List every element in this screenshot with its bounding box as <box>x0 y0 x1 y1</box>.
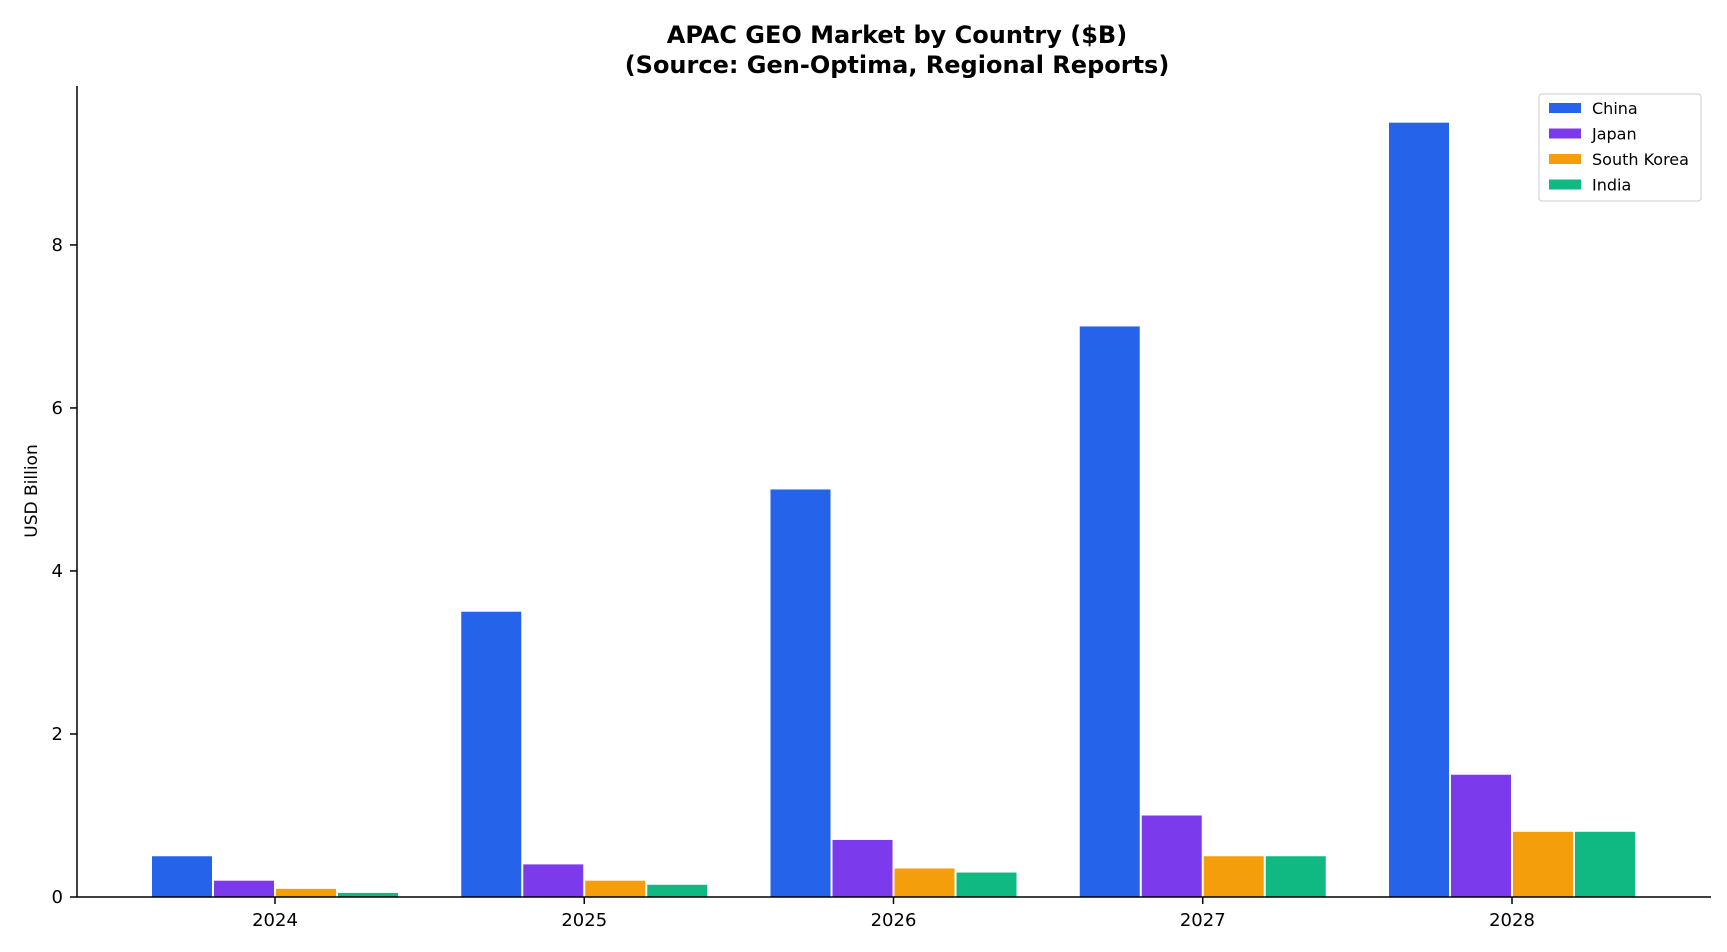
bar-india-2026 <box>956 872 1017 897</box>
legend-frame <box>1538 93 1702 202</box>
bar-japan-2026 <box>832 839 893 897</box>
bar-japan-2024 <box>214 880 274 897</box>
bar-south-korea-2024 <box>276 888 336 897</box>
legend: China Japan South Korea India <box>1538 93 1702 202</box>
x-ticks: 2024 2025 2026 2027 2028 <box>252 897 1535 931</box>
legend-label-india: India <box>1592 176 1631 195</box>
y-tick-label: 6 <box>52 398 63 419</box>
bar-china-2028 <box>1389 122 1449 898</box>
bar-india-2025 <box>647 884 708 897</box>
bar-china-2027 <box>1079 326 1140 897</box>
bar-japan-2027 <box>1141 815 1202 897</box>
legend-swatch-india <box>1549 179 1581 190</box>
x-tick-label: 2026 <box>871 910 917 931</box>
y-tick-label: 2 <box>52 724 63 745</box>
bar-south-korea-2026 <box>894 868 955 897</box>
bar-india-2027 <box>1265 856 1326 897</box>
chart-subtitle: (Source: Gen-Optima, Regional Reports) <box>625 51 1170 79</box>
bar-china-2024 <box>152 856 212 897</box>
legend-label-china: China <box>1592 99 1638 118</box>
bar-south-korea-2025 <box>585 880 646 897</box>
x-tick-label: 2024 <box>252 910 298 931</box>
bar-china-2025 <box>461 611 522 897</box>
legend-swatch-japan <box>1549 128 1581 139</box>
legend-swatch-china <box>1549 103 1581 113</box>
bar-india-2028 <box>1575 831 1635 897</box>
legend-swatch-south-korea <box>1549 154 1581 164</box>
x-tick-label: 2025 <box>561 910 607 931</box>
legend-label-japan: Japan <box>1591 125 1637 144</box>
y-tick-label: 8 <box>52 235 63 256</box>
bars-layer <box>152 122 1635 898</box>
y-axis-label: USD Billion <box>22 444 42 537</box>
bar-south-korea-2028 <box>1513 831 1573 897</box>
bar-japan-2028 <box>1451 774 1511 897</box>
legend-label-south-korea: South Korea <box>1592 150 1689 169</box>
bar-china-2026 <box>770 489 831 897</box>
y-ticks: 0 2 4 6 8 <box>52 235 77 908</box>
chart-title: APAC GEO Market by Country ($B) <box>667 21 1127 49</box>
y-tick-label: 0 <box>52 887 63 908</box>
bar-japan-2025 <box>523 864 584 897</box>
bar-india-2024 <box>338 892 398 897</box>
bar-south-korea-2027 <box>1203 856 1264 897</box>
y-tick-label: 4 <box>52 561 63 582</box>
x-tick-label: 2027 <box>1180 910 1226 931</box>
x-tick-label: 2028 <box>1489 910 1535 931</box>
